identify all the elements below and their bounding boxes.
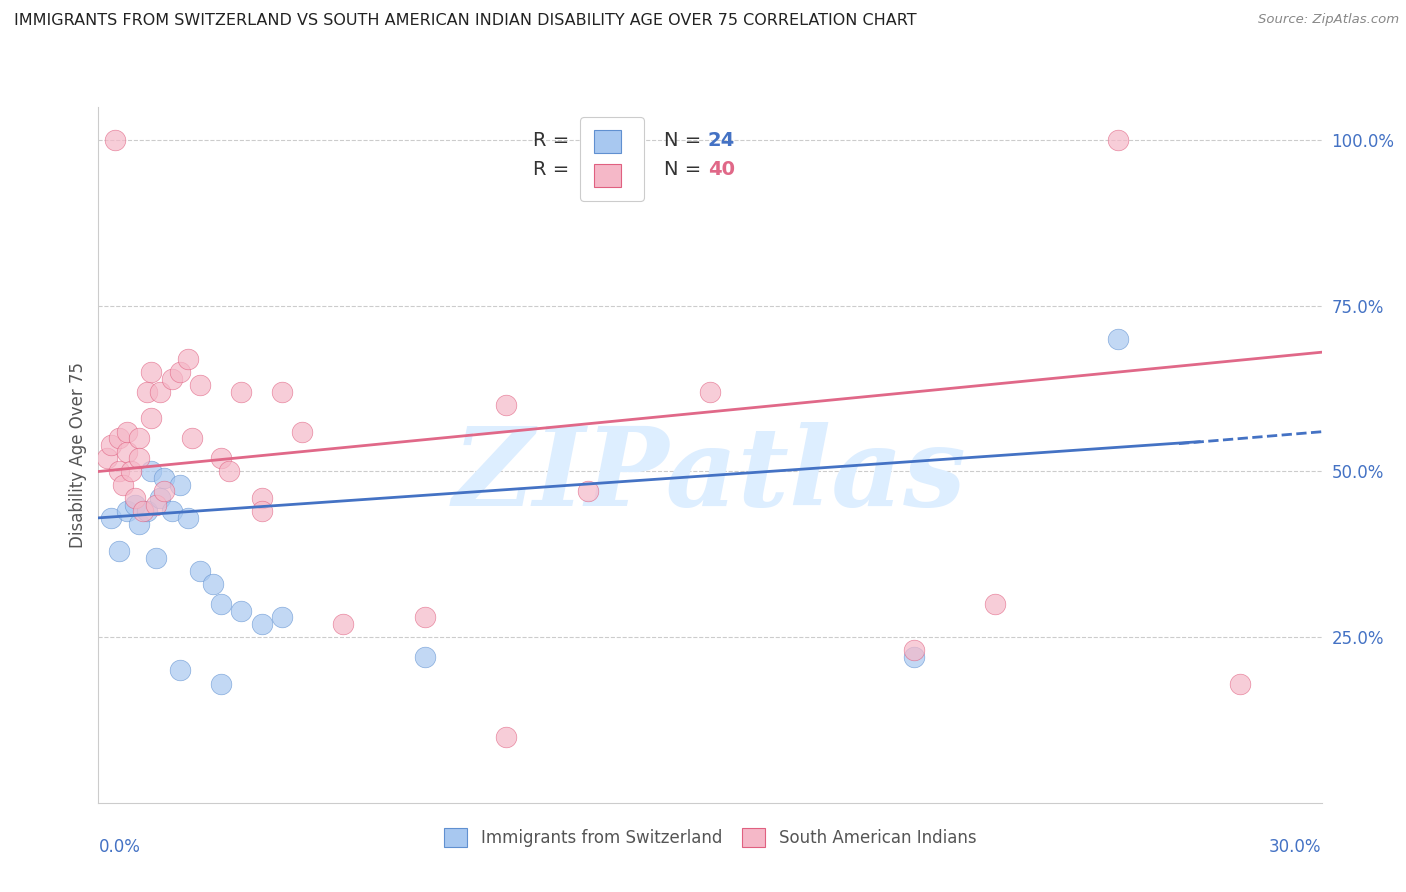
Point [169, 477, 191, 491]
Point [231, 384, 253, 399]
Point [984, 597, 1007, 611]
Point [100, 438, 122, 452]
Text: IMMIGRANTS FROM SWITZERLAND VS SOUTH AMERICAN INDIAN DISABILITY AGE OVER 75 CORR: IMMIGRANTS FROM SWITZERLAND VS SOUTH AME… [14, 13, 917, 29]
Point [188, 564, 212, 578]
Point [96, 451, 118, 466]
Text: R =: R = [533, 161, 582, 179]
Point [413, 650, 436, 665]
Text: N =: N = [664, 131, 707, 150]
Point [128, 431, 150, 445]
Point [169, 663, 191, 677]
Point [120, 465, 142, 479]
Point [169, 365, 191, 379]
Point [124, 498, 146, 512]
Point [495, 398, 517, 412]
Point [152, 471, 174, 485]
Point [108, 465, 131, 479]
Point [201, 577, 224, 591]
Point [250, 504, 273, 518]
Text: 24: 24 [707, 131, 735, 150]
Point [100, 511, 122, 525]
Point [108, 431, 131, 445]
Point [250, 491, 273, 505]
Text: Source: ZipAtlas.com: Source: ZipAtlas.com [1258, 13, 1399, 27]
Point [145, 498, 167, 512]
Point [903, 643, 925, 657]
Text: 0.182: 0.182 [579, 161, 641, 179]
Point [181, 431, 204, 445]
Point [152, 484, 174, 499]
Point [903, 650, 925, 665]
Point [141, 411, 163, 425]
Text: 0.260: 0.260 [579, 131, 641, 150]
Point [576, 484, 599, 499]
Legend: Immigrants from Switzerland, South American Indians: Immigrants from Switzerland, South Ameri… [434, 818, 986, 857]
Point [111, 477, 134, 491]
Point [495, 730, 517, 744]
Point [209, 676, 232, 690]
Point [108, 544, 131, 558]
Point [149, 491, 172, 505]
Point [160, 504, 183, 518]
Text: 40: 40 [707, 161, 734, 179]
Point [136, 504, 159, 518]
Point [149, 384, 172, 399]
Point [1107, 133, 1129, 147]
Point [218, 465, 240, 479]
Point [141, 365, 163, 379]
Point [250, 616, 273, 631]
Point [124, 491, 146, 505]
Point [177, 351, 200, 366]
Point [209, 597, 232, 611]
Point [332, 616, 354, 631]
Text: ZIPatlas: ZIPatlas [453, 422, 967, 530]
Text: R =: R = [533, 131, 575, 150]
Point [160, 372, 183, 386]
Point [413, 610, 436, 624]
Text: 0.0%: 0.0% [98, 838, 141, 855]
Point [188, 378, 212, 392]
Point [270, 384, 294, 399]
Text: N =: N = [664, 161, 707, 179]
Point [209, 451, 232, 466]
Point [141, 465, 163, 479]
Point [115, 425, 138, 439]
Point [1107, 332, 1129, 346]
Point [104, 133, 127, 147]
Point [699, 384, 721, 399]
Point [1229, 676, 1251, 690]
Point [132, 504, 155, 518]
Text: 30.0%: 30.0% [1270, 838, 1322, 855]
Point [128, 451, 150, 466]
Point [136, 384, 159, 399]
Y-axis label: Disability Age Over 75: Disability Age Over 75 [69, 362, 87, 548]
Point [115, 444, 138, 458]
Point [115, 504, 138, 518]
Point [291, 425, 314, 439]
Point [145, 550, 167, 565]
Point [177, 511, 200, 525]
Point [128, 517, 150, 532]
Point [270, 610, 294, 624]
Point [231, 604, 253, 618]
